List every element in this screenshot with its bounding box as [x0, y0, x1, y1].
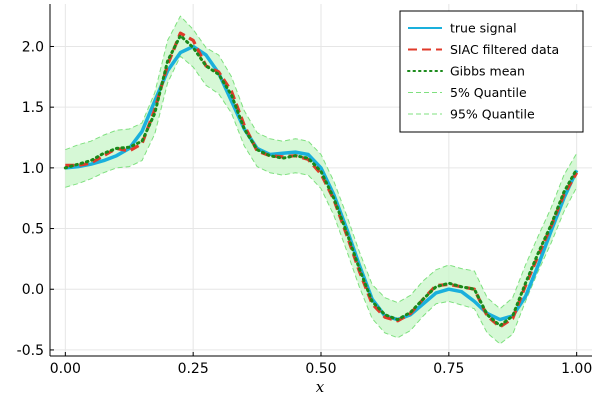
y-tick-label-1: 0.0 — [22, 282, 44, 298]
x-tick-label-3: 0.75 — [433, 361, 464, 377]
y-tick-label-2: 0.5 — [22, 222, 44, 238]
legend: true signal SIAC filtered data Gibbs mean 5… — [399, 10, 584, 133]
legend-label-siac-filtered-data: SIAC filtered data — [450, 42, 559, 57]
series-line-true-signal — [65, 44, 579, 322]
y-tick-label-5: 2.0 — [22, 39, 44, 55]
legend-label-gibbs-mean: Gibbs mean — [450, 64, 525, 79]
legend-label-5-quantile: 5% Quantile — [450, 85, 527, 100]
quantile-band-fill — [65, 16, 577, 344]
tick-labels: 0.00 0.25 0.50 0.75 1.00 -0.5 0.0 0.5 1.0 1.5 2.0 — [17, 39, 593, 377]
legend-label-95-quantile: 95% Quantile — [450, 107, 535, 122]
x-tick-label-2: 0.50 — [305, 361, 336, 377]
y-tick-label-3: 1.0 — [22, 161, 44, 177]
x-tick-label-4: 1.00 — [561, 361, 592, 377]
axes — [49, 4, 592, 357]
series-lines — [63, 15, 579, 345]
x-tick-label-1: 0.25 — [178, 361, 209, 377]
series-line-5-quantile — [65, 55, 578, 345]
quantile-band — [65, 16, 577, 344]
x-axis-label: x — [316, 378, 325, 396]
legend-label-true-signal: true signal — [450, 21, 517, 36]
y-tick-label-0: -0.5 — [17, 343, 44, 359]
series-line-gibbs-mean — [63, 34, 579, 328]
x-tick-label-0: 0.00 — [50, 361, 81, 377]
y-tick-label-4: 1.5 — [22, 100, 44, 116]
series-line-95-quantile — [65, 15, 578, 310]
